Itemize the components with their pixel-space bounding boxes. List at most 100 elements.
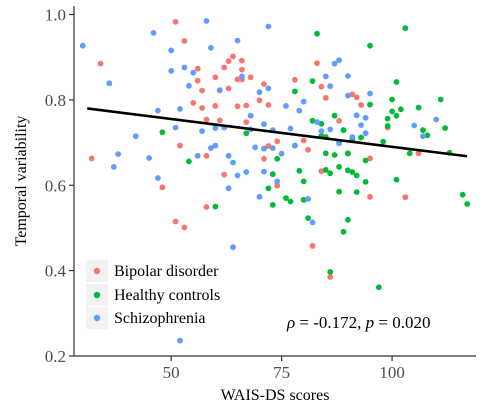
- point-schizophrenia: [261, 145, 267, 152]
- legend: Bipolar disorder Healthy controls Schizo…: [84, 256, 242, 332]
- point-bipolar-disorder: [353, 94, 360, 101]
- point-schizophrenia: [247, 112, 254, 119]
- data-points: [79, 18, 471, 344]
- point-schizophrenia: [177, 337, 183, 344]
- point-schizophrenia: [300, 98, 307, 105]
- point-bipolar-disorder: [216, 117, 223, 124]
- point-bipolar-disorder: [199, 105, 206, 111]
- point-bipolar-disorder: [265, 143, 272, 149]
- point-healthy-controls: [353, 172, 360, 179]
- point-schizophrenia: [362, 114, 369, 121]
- x-axis-title: WAIS-DS scores: [221, 387, 330, 404]
- point-bipolar-disorder: [221, 64, 228, 71]
- point-bipolar-disorder: [274, 138, 281, 145]
- point-schizophrenia: [349, 134, 356, 140]
- point-bipolar-disorder: [349, 91, 356, 98]
- point-healthy-controls: [269, 202, 276, 208]
- point-healthy-controls: [287, 198, 294, 205]
- point-healthy-controls: [296, 167, 303, 174]
- point-schizophrenia: [269, 145, 276, 152]
- point-schizophrenia: [433, 116, 440, 123]
- point-healthy-controls: [274, 155, 281, 162]
- point-schizophrenia: [411, 122, 418, 129]
- point-healthy-controls: [243, 130, 250, 137]
- x-tick-label: 75: [273, 363, 290, 382]
- point-bipolar-disorder: [234, 76, 241, 83]
- point-schizophrenia: [172, 124, 179, 131]
- point-bipolar-disorder: [212, 74, 219, 81]
- legend-label-schizophrenia: Schizophrenia: [114, 310, 206, 327]
- point-healthy-controls: [375, 284, 382, 291]
- point-schizophrenia: [203, 18, 210, 24]
- point-bipolar-disorder: [203, 204, 210, 210]
- point-schizophrenia: [261, 121, 267, 128]
- point-bipolar-disorder: [358, 102, 364, 108]
- point-schizophrenia: [287, 125, 294, 132]
- point-healthy-controls: [353, 189, 360, 196]
- point-schizophrenia: [186, 82, 192, 89]
- point-schizophrenia: [336, 57, 342, 64]
- point-healthy-controls: [265, 185, 272, 192]
- point-schizophrenia: [353, 112, 360, 119]
- axis-ticks: 0.2 0.4 0.6 0.8 1.0 50 75 100: [45, 6, 405, 382]
- point-bipolar-disorder: [261, 81, 267, 87]
- y-tick-label: 0.4: [45, 262, 67, 281]
- p-value: = 0.020: [374, 313, 430, 332]
- point-schizophrenia: [239, 73, 245, 80]
- trend-line: [87, 107, 468, 158]
- point-schizophrenia: [256, 89, 263, 96]
- point-bipolar-disorder: [239, 57, 245, 64]
- x-tick-label: 100: [379, 363, 405, 382]
- point-schizophrenia: [322, 73, 329, 80]
- point-schizophrenia: [106, 80, 113, 87]
- point-schizophrenia: [345, 92, 351, 99]
- point-bipolar-disorder: [314, 60, 320, 67]
- y-axis-title: Temporal variability: [13, 116, 30, 247]
- point-healthy-controls: [340, 228, 347, 235]
- p-symbol: p: [365, 313, 375, 332]
- legend-label-healthy: Healthy controls: [114, 287, 220, 304]
- point-healthy-controls: [349, 169, 356, 175]
- point-bipolar-disorder: [322, 94, 329, 101]
- point-schizophrenia: [150, 30, 157, 36]
- point-healthy-controls: [331, 152, 338, 158]
- point-healthy-controls: [331, 112, 338, 119]
- point-healthy-controls: [336, 164, 342, 170]
- y-tick-label: 0.2: [45, 347, 66, 366]
- point-bipolar-disorder: [327, 274, 334, 280]
- point-bipolar-disorder: [402, 194, 409, 201]
- point-healthy-controls: [380, 138, 387, 145]
- legend-dot-bipolar: [93, 267, 101, 275]
- trend-line-group: [87, 107, 468, 158]
- point-schizophrenia: [296, 107, 303, 114]
- legend-dot-schizophrenia: [93, 314, 101, 322]
- point-schizophrenia: [212, 125, 219, 131]
- point-schizophrenia: [230, 159, 236, 166]
- point-healthy-controls: [212, 203, 219, 210]
- point-healthy-controls: [393, 112, 400, 119]
- point-schizophrenia: [318, 128, 325, 135]
- point-bipolar-disorder: [199, 87, 206, 94]
- point-healthy-controls: [424, 132, 431, 139]
- point-bipolar-disorder: [256, 97, 263, 104]
- point-schizophrenia: [327, 83, 334, 90]
- point-bipolar-disorder: [309, 243, 316, 249]
- point-schizophrenia: [190, 69, 197, 76]
- point-healthy-controls: [384, 115, 391, 122]
- point-healthy-controls: [437, 96, 444, 103]
- point-healthy-controls: [384, 123, 391, 129]
- point-healthy-controls: [362, 157, 369, 164]
- point-schizophrenia: [155, 107, 161, 114]
- point-schizophrenia: [292, 142, 298, 149]
- point-healthy-controls: [327, 269, 334, 275]
- point-healthy-controls: [327, 170, 334, 177]
- point-healthy-controls: [393, 79, 400, 85]
- point-bipolar-disorder: [367, 193, 373, 200]
- point-healthy-controls: [322, 167, 329, 173]
- legend-background: [84, 256, 242, 332]
- y-tick-label: 0.8: [45, 91, 66, 110]
- point-schizophrenia: [168, 47, 175, 54]
- point-schizophrenia: [309, 219, 316, 226]
- point-bipolar-disorder: [221, 171, 228, 178]
- point-bipolar-disorder: [265, 102, 272, 108]
